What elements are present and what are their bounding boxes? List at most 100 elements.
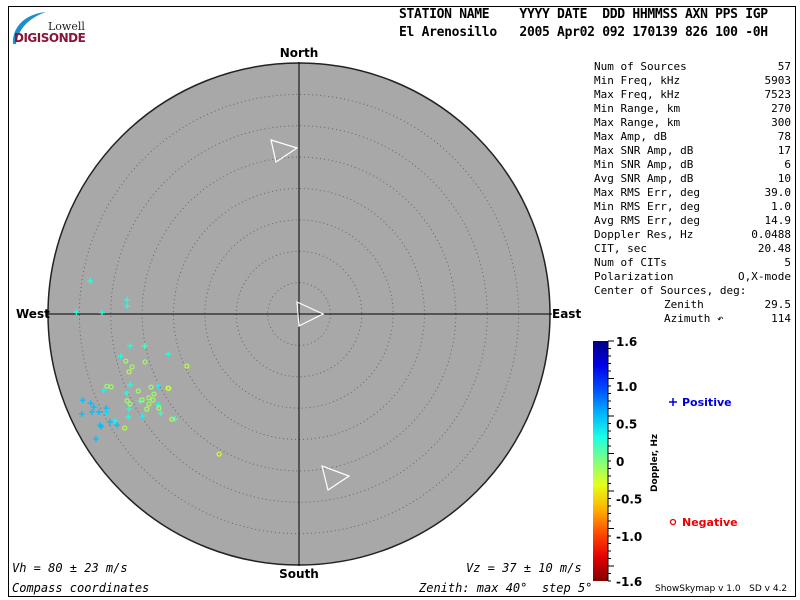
negative-doppler-point	[139, 397, 145, 403]
coordinate-system: Compass coordinates	[12, 581, 150, 595]
negative-doppler-point	[146, 395, 152, 401]
negative-doppler-point	[123, 358, 129, 364]
positive-doppler-point	[113, 422, 120, 429]
stat-label: Center of Sources, deg:	[594, 284, 747, 297]
colorbar-tick-label: -0.5	[616, 493, 642, 507]
header-values: El Arenosillo 2005 Apr02 092 170139 826 …	[399, 25, 768, 40]
negative-doppler-point	[148, 384, 154, 390]
stat-value: 5	[784, 256, 791, 269]
stat-value: 5903	[764, 74, 792, 87]
stat-row: CIT, sec 20.48	[594, 242, 791, 256]
stat-value: 7523	[764, 88, 792, 101]
logo-digisonde: DIGISONDE	[14, 31, 86, 45]
stat-label: Doppler Res, Hz	[594, 228, 694, 241]
legend-positive: Positive	[682, 396, 732, 409]
stat-row: Min SNR Amp, dB 6	[594, 158, 791, 172]
horizontal-velocity: Vh = 80 ± 23 m/s	[12, 561, 128, 575]
negative-doppler-point	[142, 359, 148, 365]
colorbar-label: Doppler, Hz	[650, 434, 660, 492]
legend-negative: Negative	[682, 516, 738, 529]
positive-doppler-point	[87, 400, 94, 407]
negative-doppler-point	[122, 425, 128, 431]
positive-doppler-point	[126, 405, 133, 412]
stat-label: Max RMS Err, deg	[594, 186, 700, 199]
stat-label: Max Range, km	[594, 116, 681, 129]
stat-value: 57	[777, 60, 791, 73]
positive-doppler-point	[124, 302, 131, 309]
header-labels: STATION NAME YYYY DATE DDD HHMMSS AXN PP…	[399, 7, 768, 22]
negative-doppler-point	[144, 406, 150, 412]
positive-doppler-point	[124, 296, 131, 303]
stat-row: Azimuth ↶ 114	[594, 312, 791, 326]
stat-value: 114	[771, 312, 791, 325]
stat-row: Max SNR Amp, dB 17	[594, 144, 791, 158]
zenith-scale: Zenith: max 40° step 5°	[419, 581, 593, 595]
compass-north: North	[280, 46, 318, 60]
positive-doppler-point	[79, 397, 86, 404]
colorbar	[593, 341, 608, 581]
stat-row: Max Freq, kHz 7523	[594, 88, 791, 102]
triangle-marker	[321, 465, 351, 491]
positive-doppler-point	[87, 277, 94, 284]
positive-doppler-point	[100, 387, 107, 394]
positive-doppler-point	[106, 418, 113, 425]
colorbar-tick-label: 0	[616, 455, 624, 469]
triangle-marker	[270, 139, 299, 163]
positive-doppler-point	[123, 390, 130, 397]
stat-value: 39.0	[764, 186, 792, 199]
negative-doppler-point	[216, 451, 222, 457]
stat-label: Num of CITs	[594, 256, 667, 269]
negative-doppler-point	[156, 405, 162, 411]
colorbar-tick-label: 1.6	[616, 335, 637, 349]
positive-doppler-point	[98, 423, 105, 430]
compass-east: East	[552, 307, 581, 321]
compass-south: South	[279, 567, 319, 581]
stat-row: Zenith 29.5	[594, 298, 791, 312]
stat-label: Min Freq, kHz	[594, 74, 681, 87]
logo-swoosh-icon	[12, 12, 47, 44]
positive-doppler-point	[117, 353, 124, 360]
stat-row: Avg RMS Err, deg 14.9	[594, 214, 791, 228]
stat-label: CIT, sec	[594, 242, 647, 255]
stat-row: Polarization O,X-mode	[594, 270, 791, 284]
positive-doppler-point	[141, 342, 148, 349]
colorbar-tick-label: 1.0	[616, 380, 637, 394]
stat-label: Avg SNR Amp, dB	[594, 172, 694, 185]
colorbar-tick-label: -1.0	[616, 530, 642, 544]
negative-doppler-point	[184, 363, 190, 369]
stat-row: Doppler Res, Hz 0.0488	[594, 228, 791, 242]
stats-table: Num of Sources 57 Min Freq, kHz 5903 Max Fre…	[594, 60, 791, 326]
legend-circle-icon	[669, 518, 677, 526]
stat-label: Min SNR Amp, dB	[594, 158, 694, 171]
stat-row: Num of CITs 5	[594, 256, 791, 270]
negative-doppler-point	[151, 391, 157, 397]
plot-frame	[8, 6, 796, 597]
stat-label: Min Range, km	[594, 102, 681, 115]
stat-row: Max Range, km 300	[594, 116, 791, 130]
stat-label: Azimuth ↶	[664, 312, 724, 325]
logo-lowell: Lowell	[48, 20, 85, 33]
positive-doppler-point	[90, 404, 97, 411]
stat-value: 29.5	[764, 298, 792, 311]
negative-doppler-point	[127, 401, 133, 407]
stat-label: Polarization	[594, 270, 674, 283]
negative-doppler-point	[126, 369, 132, 375]
positive-doppler-point	[125, 414, 132, 421]
positive-doppler-point	[127, 342, 134, 349]
positive-doppler-point	[98, 309, 105, 316]
positive-doppler-point	[157, 410, 164, 417]
positive-doppler-point	[112, 418, 119, 425]
stat-row: Min RMS Err, deg 1.0	[594, 200, 791, 214]
stat-value: O,X-mode	[738, 270, 791, 283]
positive-doppler-point	[127, 382, 134, 389]
colorbar-tick-label: 0.5	[616, 418, 637, 432]
stat-label: Zenith	[664, 298, 704, 311]
negative-doppler-point	[129, 364, 135, 370]
stat-value: 1.0	[771, 200, 791, 213]
stat-value: 270	[771, 102, 791, 115]
colorbar-tick-label: -1.6	[616, 575, 642, 589]
triangle-marker	[296, 301, 325, 327]
compass-west: West	[16, 307, 50, 321]
